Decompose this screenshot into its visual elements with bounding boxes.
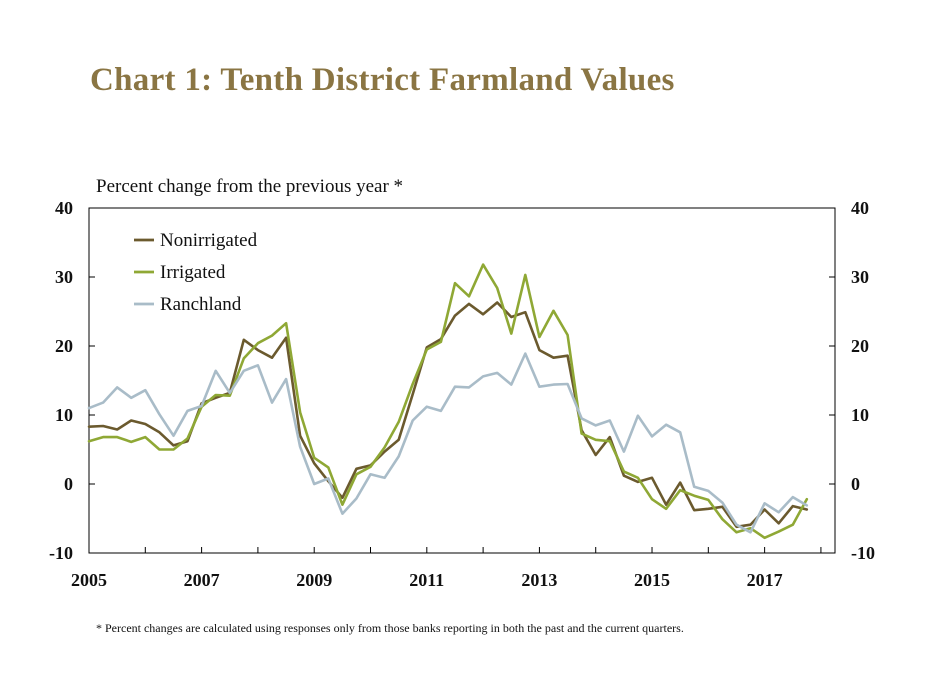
- x-tick-label: 2005: [71, 570, 107, 590]
- chart-series: [87, 263, 809, 540]
- y-tick-label-right: 10: [851, 405, 869, 425]
- y-tick-label-left: 20: [55, 336, 73, 356]
- y-tick-label-right: 0: [851, 474, 860, 494]
- y-tick-label-left: -10: [49, 543, 73, 563]
- chart-title: Chart 1: Tenth District Farmland Values: [90, 62, 675, 98]
- y-tick-label-left: 30: [55, 267, 73, 287]
- y-tick-label-right: 20: [851, 336, 869, 356]
- y-tick-label-left: 40: [55, 198, 73, 218]
- x-tick-label: 2009: [296, 570, 332, 590]
- legend-label-nonirrigated: Nonirrigated: [160, 230, 258, 251]
- y-tick-label-left: 0: [64, 474, 73, 494]
- y-tick-label-left: 10: [55, 405, 73, 425]
- y-tick-label-right: 40: [851, 198, 869, 218]
- chart-axes: -10 -10 0 0 10 10 20 20 30 30 40 40 2005 2007 2009 2011…: [49, 198, 875, 590]
- footnote: * Percent changes are calculated using r…: [96, 621, 684, 635]
- x-tick-label: 2015: [634, 570, 670, 590]
- legend-label-irrigated: Irrigated: [160, 262, 226, 283]
- x-tick-label: 2007: [184, 570, 220, 590]
- legend-label-ranchland: Ranchland: [160, 294, 242, 315]
- plot-frame: [88, 207, 836, 554]
- series-line-irrigated: [87, 263, 809, 540]
- y-tick-label-right: 30: [851, 267, 869, 287]
- x-tick-label: 2011: [409, 570, 444, 590]
- chart-legend: Nonirrigated Irrigated Ranchland: [134, 230, 258, 315]
- unit-label: Percent change from the previous year *: [96, 176, 404, 197]
- y-tick-label-right: -10: [851, 543, 875, 563]
- x-tick-label: 2017: [747, 570, 783, 590]
- series-line-ranchland: [87, 352, 809, 534]
- x-tick-label: 2013: [521, 570, 557, 590]
